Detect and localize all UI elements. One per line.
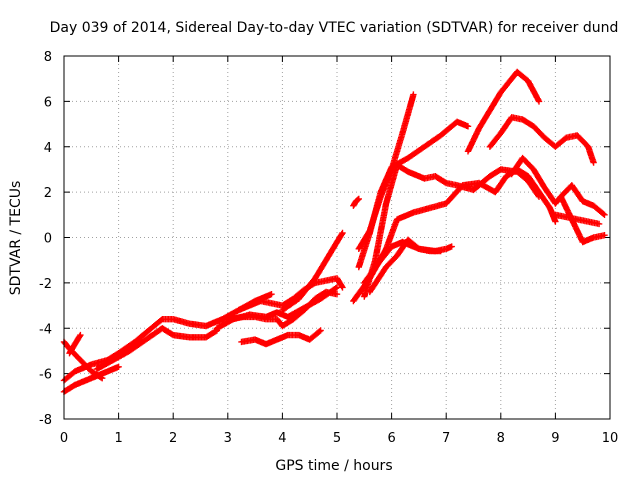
- series-track-20: [508, 154, 608, 218]
- y-tick-label: -6: [39, 368, 52, 383]
- x-tick-label: 1: [114, 431, 122, 446]
- y-tick-label: 4: [44, 141, 52, 156]
- series-track-17: [366, 236, 444, 296]
- series-layer: [60, 68, 608, 395]
- y-tick-label: 6: [44, 95, 52, 110]
- series-track-18: [464, 68, 543, 155]
- x-tick-label: 9: [551, 431, 559, 446]
- y-tick-label: 8: [44, 50, 52, 65]
- series-track-5: [93, 325, 221, 373]
- y-axis-label: SDTVAR / TECUs: [8, 181, 24, 296]
- x-tick-label: 0: [60, 431, 68, 446]
- series-track-11: [350, 195, 362, 209]
- x-tick-label: 4: [278, 431, 286, 446]
- series-track-7: [224, 288, 341, 330]
- plot-frame: [63, 55, 611, 420]
- tick-layer: 0 1 2 3 4 5 6 7 8 9 10 -8 -6 -4 -2 0 2 4 6 8: [39, 50, 618, 446]
- y-tick-label: -8: [39, 413, 52, 428]
- series-track-6: [213, 284, 341, 332]
- y-tick-label: 2: [44, 186, 52, 201]
- x-tick-label: 3: [224, 431, 232, 446]
- x-tick-label: 2: [169, 431, 177, 446]
- series-track-19: [486, 114, 597, 166]
- series-track-22: [557, 193, 608, 246]
- x-tick-label: 8: [497, 431, 505, 446]
- chart-title: Day 039 of 2014, Sidereal Day-to-day VTE…: [50, 20, 619, 36]
- y-tick-label: -4: [39, 322, 52, 337]
- series-track-9: [238, 327, 324, 348]
- y-tick-label: 0: [44, 232, 52, 247]
- x-tick-label: 6: [387, 431, 395, 446]
- x-tick-label: 10: [602, 431, 619, 446]
- series-track-4: [66, 331, 84, 357]
- y-tick-label: -2: [39, 277, 52, 292]
- series-track-10: [279, 229, 346, 314]
- x-tick-label: 7: [442, 431, 450, 446]
- x-tick-label: 5: [333, 431, 341, 446]
- x-axis-label: GPS time / hours: [275, 458, 392, 474]
